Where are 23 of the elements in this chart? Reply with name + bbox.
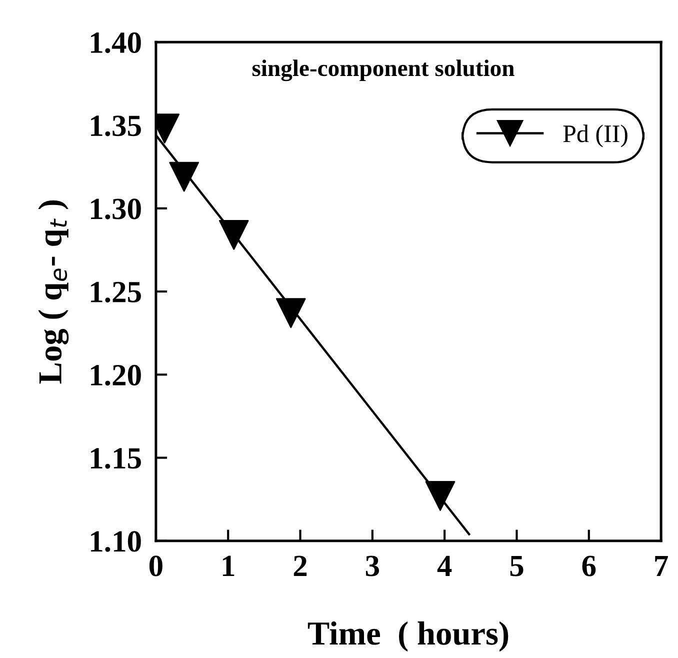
y-tick-label: 1.25 (91, 282, 141, 303)
point (169, 162, 200, 192)
x-axis-title: Time ( hours) (308, 621, 508, 652)
text: single-component solution (252, 60, 514, 82)
x-tick-label: 6 (582, 556, 596, 576)
x-tick-label: 4 (437, 556, 452, 576)
y-tick-label: 1.30 (91, 198, 141, 220)
y-tick-label: 1.15 (91, 448, 141, 469)
x-tick-label: 5 (510, 556, 524, 576)
point (425, 481, 456, 511)
y-tick-label: 1.40 (91, 32, 141, 54)
y-tick-label: 1.20 (91, 364, 141, 386)
x-tick-label: 1 (222, 556, 234, 576)
x-tick-label: 7 (655, 556, 668, 576)
y-tick-label: 1.35 (91, 116, 141, 136)
y-tick-label: 1.10 (91, 531, 141, 552)
legend-label: Pd (II) (563, 124, 628, 148)
point (276, 298, 306, 328)
x-tick-label: 0 (149, 556, 162, 576)
x-tick-label: 3 (366, 556, 380, 576)
point (218, 220, 249, 250)
x-tick-label: 2 (294, 556, 307, 576)
y-axis-title: Log ( q$_{e}$- q$_{t}$ ) (38, 200, 69, 384)
